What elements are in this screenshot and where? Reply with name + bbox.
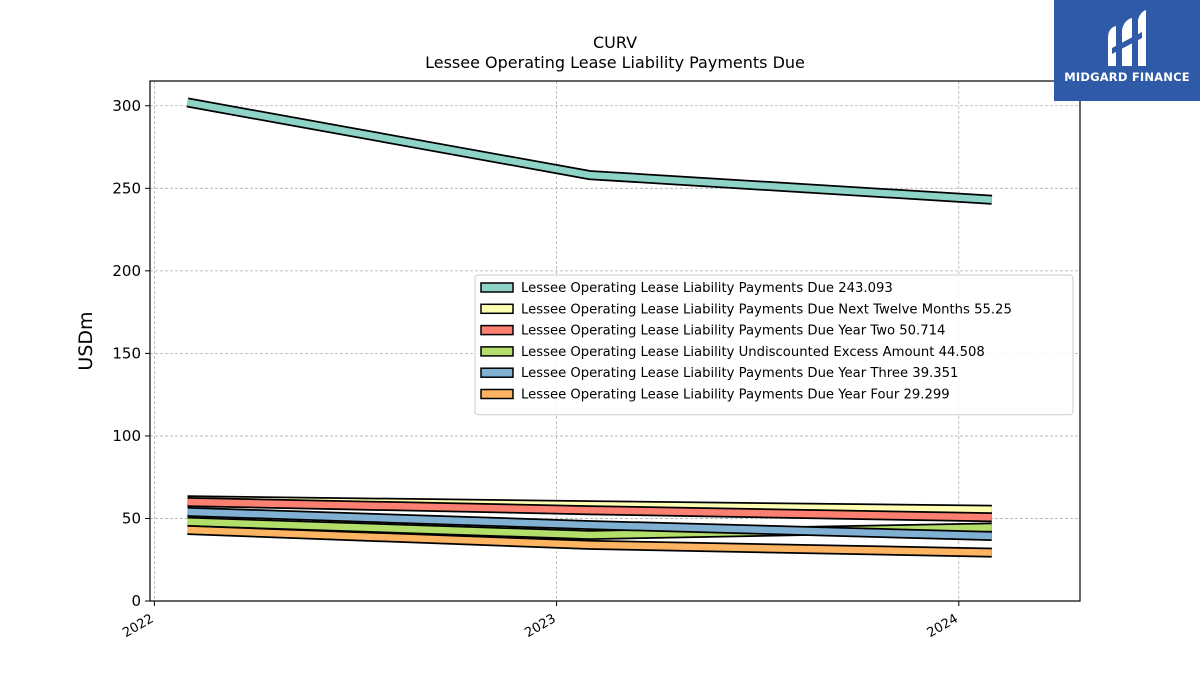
legend-box — [474, 274, 1074, 416]
series-layer — [186, 97, 993, 558]
logo-mark-icon — [1108, 10, 1146, 66]
series-line — [186, 99, 993, 203]
legend-swatch — [480, 388, 514, 400]
y-tick-label: 0 — [131, 592, 141, 610]
legend-entry: Lessee Operating Lease Liability Payment… — [521, 302, 1012, 317]
legend-entry: Lessee Operating Lease Liability Undisco… — [521, 345, 985, 360]
brand-logo: MIDGARD FINANCE — [1054, 0, 1200, 101]
legend-swatch — [480, 282, 514, 293]
y-axis-label: USDm — [75, 311, 97, 370]
x-tick-label: 2023 — [522, 611, 558, 641]
legend-entry: Lessee Operating Lease Liability Payment… — [521, 281, 893, 296]
legend-entry: Lessee Operating Lease Liability Payment… — [521, 324, 945, 339]
series-line — [187, 526, 992, 556]
y-tick-label: 150 — [112, 344, 141, 362]
chart-subtitle: Lessee Operating Lease Liability Payment… — [425, 53, 805, 72]
series-line — [187, 498, 992, 521]
x-axis-ticks: 2022 2023 2024 — [120, 601, 961, 641]
legend-swatch — [480, 346, 514, 357]
legend-swatch — [480, 303, 514, 315]
chart-title: CURV — [593, 33, 637, 52]
legend: Lessee Operating Lease Liability Payment… — [474, 274, 1074, 416]
legend-swatch — [480, 324, 514, 336]
legend-entry: Lessee Operating Lease Liability Payment… — [521, 366, 958, 381]
y-tick-label: 100 — [112, 427, 141, 445]
y-tick-label: 250 — [112, 179, 141, 197]
series-line-outline — [186, 97, 993, 205]
series-line — [187, 508, 992, 540]
legend-entry: Lessee Operating Lease Liability Payment… — [521, 388, 950, 403]
y-tick-label: 300 — [112, 97, 141, 115]
y-tick-label: 200 — [112, 262, 141, 280]
x-tick-label: 2024 — [925, 611, 961, 641]
y-tick-label: 50 — [122, 509, 141, 527]
axes-frame — [149, 80, 1081, 602]
legend-swatch — [480, 367, 514, 378]
y-axis-ticks: 0 50 100 150 200 250 300 — [112, 97, 150, 610]
brand-name: MIDGARD FINANCE — [1064, 70, 1190, 84]
x-tick-label: 2022 — [120, 611, 156, 641]
